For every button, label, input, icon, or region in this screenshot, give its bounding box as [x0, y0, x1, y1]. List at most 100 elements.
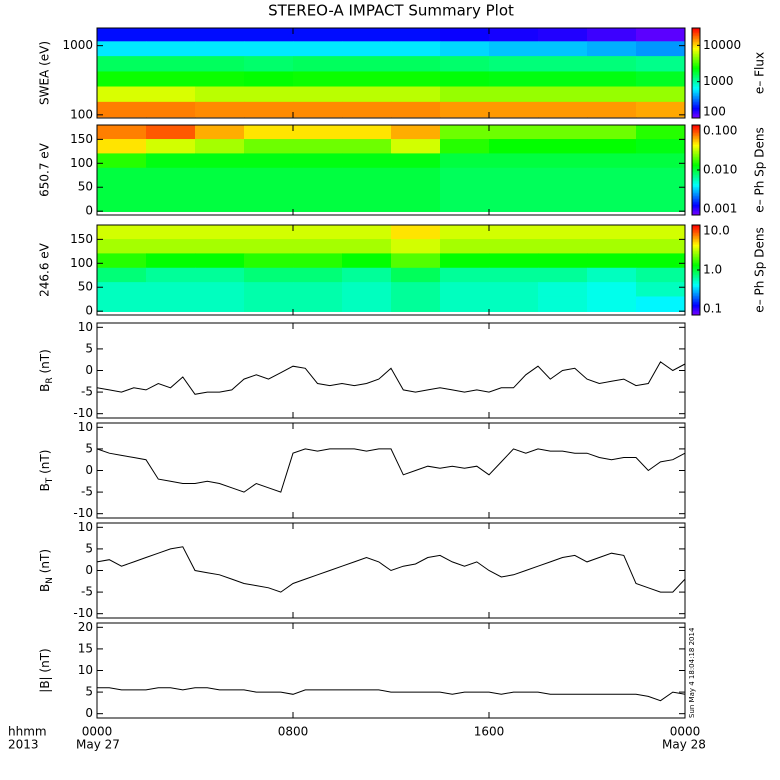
heat-cell: [489, 196, 539, 212]
heat-cell: [538, 56, 588, 72]
colorbar-step: [692, 297, 700, 299]
colorbar-step: [692, 270, 700, 272]
colorbar-step: [692, 37, 700, 39]
heat-cell: [636, 267, 686, 284]
heat-cell: [587, 267, 637, 284]
heat-cell: [293, 267, 343, 284]
heat-cell: [587, 125, 637, 141]
colorbar-step: [692, 240, 700, 242]
colorbar-step: [692, 49, 700, 51]
colorbar-step: [692, 46, 700, 48]
colorbar-step: [692, 243, 700, 245]
heat-cell: [97, 28, 147, 42]
colorbar-step: [692, 61, 700, 63]
heat-cell: [538, 41, 588, 57]
y-tick-label: 0: [85, 204, 93, 218]
heat-cell: [391, 139, 441, 155]
heat-cell: [293, 86, 343, 103]
heat-cell: [587, 167, 637, 184]
colorbar-step: [692, 292, 700, 295]
heat-cell: [440, 28, 490, 42]
colorbar-step: [692, 144, 700, 147]
y-tick-label: 150: [70, 232, 93, 246]
heat-cell: [342, 71, 392, 87]
heat-cell: [342, 182, 392, 198]
y-tick-label: 5: [85, 541, 93, 555]
y-axis-label-part: T: [45, 477, 55, 484]
heat-cell: [146, 267, 196, 284]
colorbar-step: [692, 129, 700, 132]
y-axis-label-part: (nT): [38, 450, 52, 478]
colorbar-tick-label: 10.0: [703, 224, 730, 238]
colorbar-step: [692, 32, 700, 35]
colorbar-step: [692, 86, 700, 89]
colorbar-step: [692, 171, 700, 174]
colorbar-step: [692, 228, 700, 230]
colorbar-step: [692, 109, 700, 111]
colorbar-step: [692, 74, 700, 77]
heat-cell: [636, 282, 686, 298]
colorbar-step: [692, 246, 700, 248]
heat-cell: [97, 196, 147, 212]
y-axis-label: |B| (nT): [38, 648, 52, 692]
colorbar-step: [692, 173, 700, 175]
heat-cell: [489, 153, 539, 169]
heat-cell: [636, 153, 686, 169]
heat-cell: [97, 282, 147, 298]
heat-cell: [146, 139, 196, 155]
colorbar-step: [692, 300, 700, 302]
heat-cell: [244, 139, 294, 155]
y-tick-label: 0: [85, 563, 93, 577]
heat-cell: [538, 296, 588, 312]
heat-cell: [636, 86, 686, 103]
colorbar-step: [692, 143, 700, 145]
heat-cell: [244, 153, 294, 169]
heat-cell: [244, 196, 294, 212]
colorbar-step: [692, 43, 700, 45]
colorbar-step: [692, 301, 700, 304]
colorbar-step: [692, 150, 700, 153]
heat-cell: [342, 139, 392, 155]
heat-cell: [440, 125, 490, 141]
heat-cell: [195, 296, 245, 312]
heat-cell: [440, 182, 490, 198]
heat-cell: [538, 86, 588, 103]
y-axis-label-part: |B|: [38, 676, 52, 692]
heat-cell: [97, 139, 147, 155]
colorbar-step: [692, 232, 700, 235]
heat-cell: [538, 139, 588, 155]
heat-cell: [244, 125, 294, 141]
colorbar-step: [692, 67, 700, 69]
heat-cell: [244, 267, 294, 284]
colorbar-step: [692, 83, 700, 86]
heat-cell: [587, 28, 637, 42]
heat-cell: [195, 267, 245, 284]
colorbar-step: [692, 128, 700, 130]
heat-cell: [244, 56, 294, 72]
colorbar-step: [692, 59, 700, 62]
heat-cell: [293, 296, 343, 312]
heat-cell: [489, 296, 539, 312]
heat-cell: [391, 28, 441, 42]
heat-cell: [97, 153, 147, 169]
heat-cell: [293, 253, 343, 269]
heat-cell: [636, 253, 686, 269]
heat-cell: [342, 225, 392, 241]
y-tick-label: -5: [81, 485, 93, 499]
y-tick-label: -5: [81, 585, 93, 599]
heat-cell: [195, 167, 245, 184]
colorbar-step: [692, 159, 700, 162]
heat-cell: [146, 196, 196, 212]
heat-cell: [440, 239, 490, 255]
heat-cell: [636, 296, 686, 312]
heat-cell: [587, 139, 637, 155]
colorbar-step: [692, 70, 700, 72]
colorbar-step: [692, 306, 700, 308]
heat-cell: [587, 86, 637, 103]
colorbar-step: [692, 98, 700, 101]
y-axis-label-part: N: [45, 577, 55, 584]
heat-cell: [195, 196, 245, 212]
colorbar-step: [692, 53, 700, 56]
colorbar-step: [692, 47, 700, 50]
y-axis-label-part: (nT): [38, 648, 52, 676]
